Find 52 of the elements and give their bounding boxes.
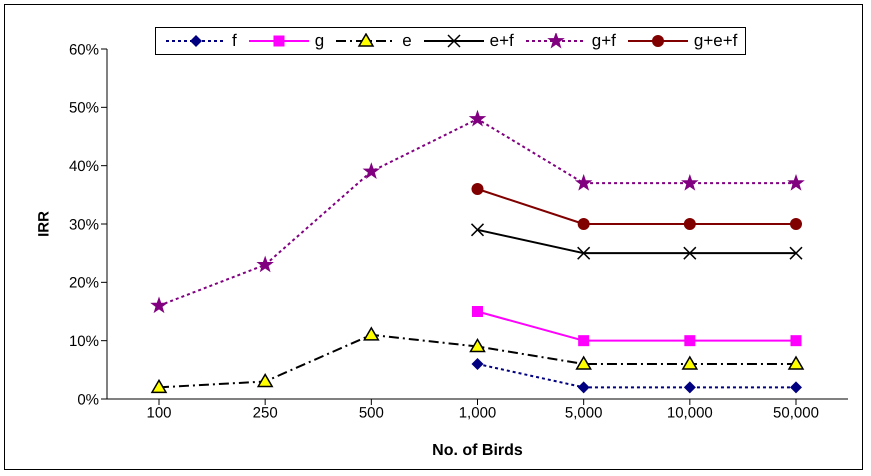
point xyxy=(472,183,484,195)
y-tick-label: 40% xyxy=(68,158,99,175)
y-tick-label: 50% xyxy=(68,100,99,117)
x-tick-label: 10,000 xyxy=(666,404,713,422)
point xyxy=(682,174,698,190)
x-tick-label: 500 xyxy=(358,404,384,422)
y-tick-label: 30% xyxy=(68,216,99,234)
legend-label: f xyxy=(231,31,237,51)
point xyxy=(788,174,804,190)
y-tick-label: 10% xyxy=(68,332,99,350)
point xyxy=(472,306,483,317)
y-tick-label: 60% xyxy=(68,41,99,58)
point xyxy=(578,335,590,346)
point xyxy=(683,246,697,260)
legend-label: e+f xyxy=(488,31,514,51)
point xyxy=(684,335,696,346)
legend-label: g+e+f xyxy=(692,31,738,51)
x-tick-label: 1,000 xyxy=(458,404,496,422)
x-axis-title: No. of Birds xyxy=(432,442,523,459)
point xyxy=(578,218,590,230)
point xyxy=(470,223,484,237)
point xyxy=(790,335,802,346)
point xyxy=(470,338,486,352)
x-tick-label: 100 xyxy=(146,404,172,422)
point xyxy=(257,374,273,388)
point xyxy=(576,356,592,370)
point xyxy=(363,163,380,178)
y-axis-title: IRR xyxy=(35,210,52,237)
point xyxy=(682,356,698,370)
point xyxy=(472,358,484,370)
point xyxy=(790,381,802,394)
point xyxy=(789,246,803,260)
point xyxy=(576,174,592,190)
point xyxy=(151,380,167,394)
y-tick-label: 0% xyxy=(77,391,99,408)
point xyxy=(578,381,590,394)
point xyxy=(684,381,696,394)
legend-label: g xyxy=(314,31,324,51)
point xyxy=(576,246,590,260)
point xyxy=(150,297,168,313)
point xyxy=(257,256,274,272)
x-tick-label: 50,000 xyxy=(773,404,819,422)
legend-label: g+f xyxy=(590,31,616,51)
point xyxy=(788,356,804,370)
point xyxy=(364,327,380,341)
point xyxy=(684,218,696,230)
x-tick-label: 250 xyxy=(252,404,278,422)
point xyxy=(469,110,486,126)
x-tick-label: 5,000 xyxy=(564,404,602,422)
point xyxy=(790,218,802,230)
y-tick-label: 20% xyxy=(68,274,99,292)
legend-label: e xyxy=(401,31,412,51)
